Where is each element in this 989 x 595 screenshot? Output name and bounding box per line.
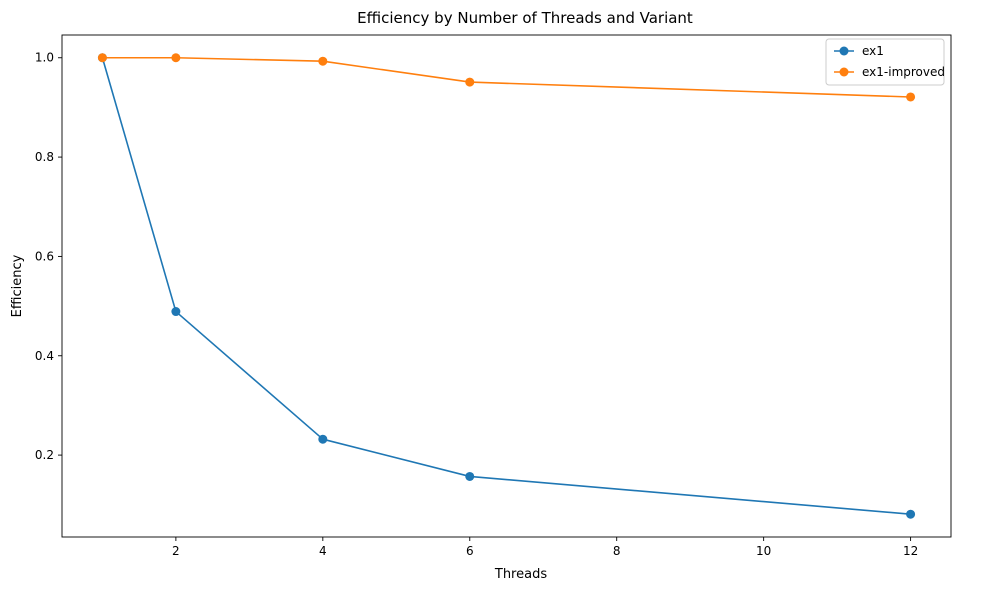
data-point-ex1-improved-1 xyxy=(171,53,181,63)
y-tick-label-3: 0.8 xyxy=(35,150,54,164)
data-point-ex1-1 xyxy=(171,307,181,317)
data-point-ex1-3 xyxy=(465,471,475,481)
chart-title: Efficiency by Number of Threads and Vari… xyxy=(357,9,693,27)
x-tick-label-4: 10 xyxy=(756,544,771,558)
plot-area: 2 4 6 8 10 12 0.2 0.4 0.6 0.8 1.0 xyxy=(35,34,952,558)
data-point-ex1-2 xyxy=(318,434,328,444)
x-tick-label-0: 2 xyxy=(172,544,180,558)
y-tick-label-4: 1.0 xyxy=(35,51,54,65)
x-tick-label-3: 8 xyxy=(613,544,621,558)
x-tick-label-2: 6 xyxy=(466,544,474,558)
data-point-ex1-improved-3 xyxy=(465,77,475,87)
data-point-ex1-4 xyxy=(906,509,916,519)
y-axis-label: Efficiency xyxy=(10,254,25,317)
legend-label-ex1-improved: ex1-improved xyxy=(862,65,945,79)
legend-marker-ex1 xyxy=(839,46,849,56)
y-tick-label-0: 0.2 xyxy=(35,448,54,462)
legend: ex1 ex1-improved xyxy=(825,38,945,86)
data-point-ex1-improved-4 xyxy=(906,92,916,102)
legend-label-ex1: ex1 xyxy=(862,44,884,58)
y-tick-label-2: 0.6 xyxy=(35,249,54,263)
legend-marker-ex1-improved xyxy=(839,67,849,77)
x-tick-label-1: 4 xyxy=(319,544,327,558)
axes-frame xyxy=(61,34,952,538)
x-tick-label-5: 12 xyxy=(903,544,918,558)
legend-box xyxy=(825,38,945,86)
data-point-ex1-improved-2 xyxy=(318,56,328,66)
data-point-ex1-improved-0 xyxy=(97,53,107,63)
x-axis-label: Threads xyxy=(494,567,547,582)
y-tick-label-1: 0.4 xyxy=(35,349,54,363)
